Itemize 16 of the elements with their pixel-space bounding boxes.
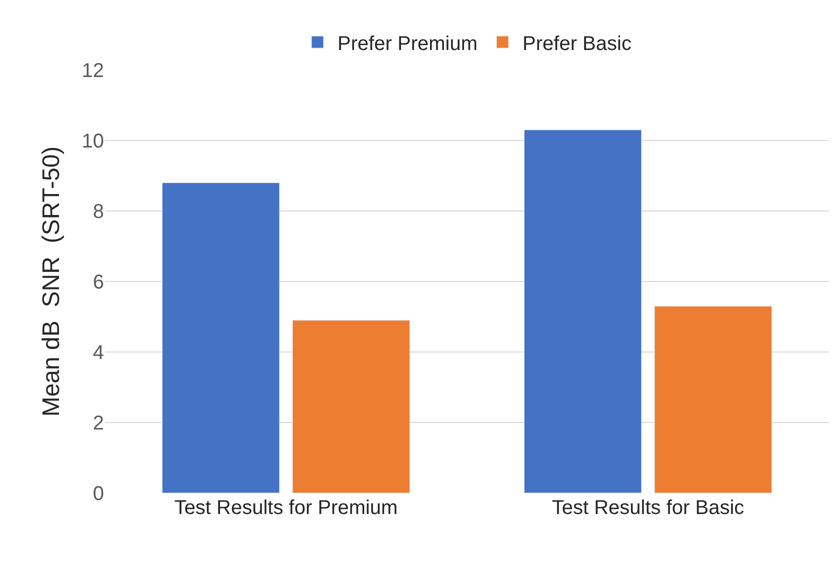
y-tick-label: 8 — [92, 201, 104, 223]
bar — [162, 182, 280, 493]
y-tick-label: 12 — [82, 60, 104, 82]
legend-label: Prefer Basic — [522, 32, 632, 55]
legend-label: Prefer Premium — [338, 32, 478, 55]
y-tick-label: 4 — [92, 342, 104, 364]
bar — [292, 320, 410, 493]
y-tick-label: 0 — [92, 483, 104, 505]
bar — [654, 306, 772, 493]
y-tick-label: 2 — [92, 412, 104, 434]
y-axis-title: Mean dB SNR (SRT-50) — [38, 146, 65, 417]
y-tick-label: 6 — [92, 272, 104, 294]
bar — [524, 130, 642, 493]
x-tick-label: Test Results for Basic — [552, 497, 744, 519]
y-tick-label: 10 — [82, 130, 104, 152]
x-tick-label: Test Results for Premium — [174, 497, 398, 519]
